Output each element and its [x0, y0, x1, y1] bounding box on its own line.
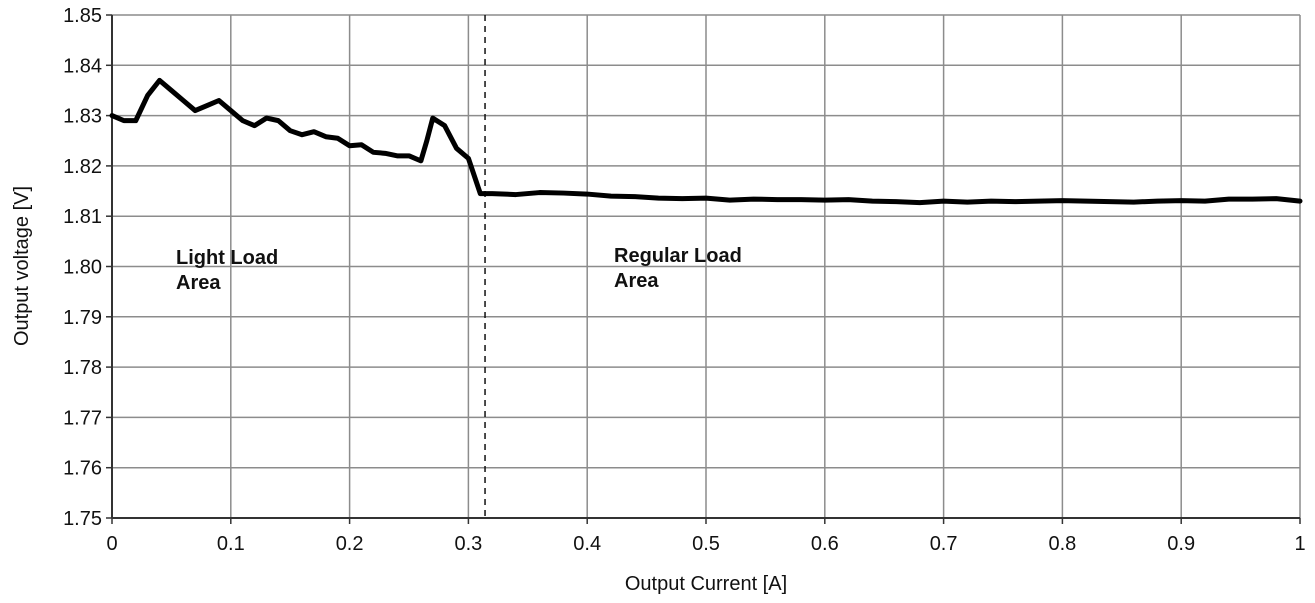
- y-tick-label: 1.77: [63, 407, 102, 429]
- x-axis-title: Output Current [A]: [625, 573, 787, 595]
- x-tick-label: 1: [1294, 533, 1305, 555]
- x-tick-label: 0.5: [692, 533, 720, 555]
- y-tick-label: 1.75: [63, 508, 102, 530]
- y-tick-label: 1.85: [63, 5, 102, 27]
- x-tick-label: 0.3: [454, 533, 482, 555]
- x-tick-label: 0.6: [811, 533, 839, 555]
- x-tick-label: 0.8: [1048, 533, 1076, 555]
- y-tick-label: 1.79: [63, 307, 102, 329]
- annotation: Light Load: [176, 247, 278, 269]
- annotation: Area: [176, 272, 221, 294]
- x-tick-label: 0.7: [930, 533, 958, 555]
- y-tick-label: 1.84: [63, 55, 102, 77]
- y-tick-label: 1.80: [63, 257, 102, 279]
- data-line: [109, 77, 1303, 206]
- y-tick-label: 1.82: [63, 156, 102, 178]
- annotation: Regular Load: [614, 245, 742, 267]
- x-tick-label: 0.2: [336, 533, 364, 555]
- y-tick-label: 1.76: [63, 458, 102, 480]
- y-tick-label: 1.81: [63, 206, 102, 228]
- y-tick-label: 1.83: [63, 106, 102, 128]
- x-tick-label: 0.9: [1167, 533, 1195, 555]
- y-tick-label: 1.78: [63, 357, 102, 379]
- x-tick-label: 0: [106, 533, 117, 555]
- x-tick-label: 0.1: [217, 533, 245, 555]
- y-axis-title: Output voltage [V]: [11, 186, 33, 346]
- x-tick-label: 0.4: [573, 533, 601, 555]
- annotation: Area: [614, 270, 659, 292]
